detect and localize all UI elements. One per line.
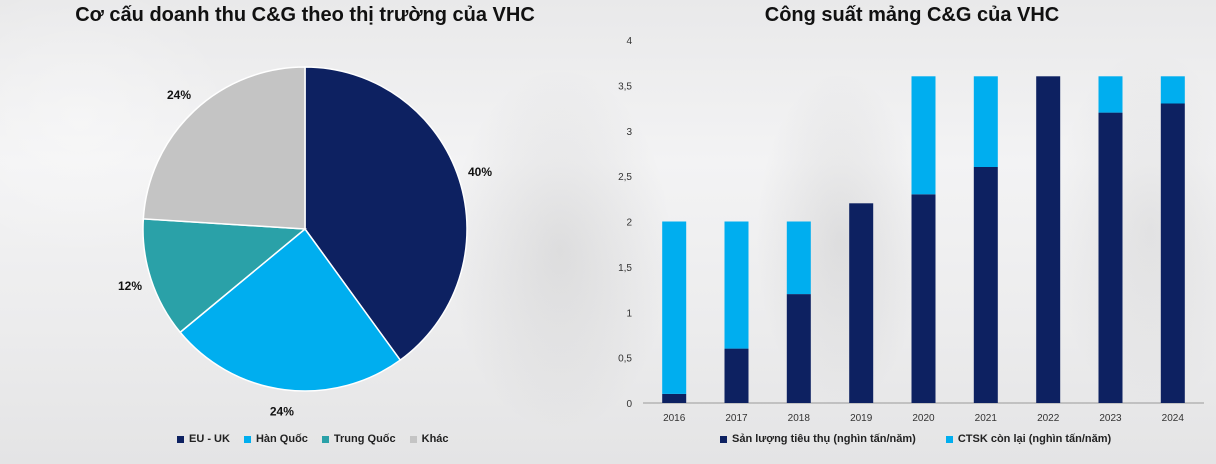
y-tick-label: 2 [626, 218, 632, 229]
pie-legend-item: Khác [409, 433, 449, 445]
y-tick-label: 0,5 [618, 354, 632, 365]
pie-chart: 40% 24% 12% 24% [118, 66, 492, 419]
bar-segment-2021-ctsk [973, 76, 998, 167]
pie-data-label: 40% [468, 165, 492, 179]
legend-label: Khác [421, 433, 449, 445]
legend-swatch [321, 435, 329, 443]
legend-swatch [720, 435, 727, 443]
bar-segment-2023-san-luong [1098, 112, 1123, 403]
x-tick-label: 2020 [912, 413, 935, 424]
pie-legend-item: Hàn Quốc [243, 433, 308, 445]
bar-segment-2018-ctsk [786, 221, 811, 295]
pie-data-label: 24% [167, 88, 191, 102]
x-tick-label: 2023 [1099, 413, 1122, 424]
x-tick-label: 2021 [975, 413, 998, 424]
y-tick-label: 1 [626, 308, 632, 319]
bar-segment-2020-san-luong [911, 194, 936, 403]
x-tick-label: 2019 [850, 413, 873, 424]
y-tick-label: 2,5 [618, 172, 632, 183]
legend-swatch [945, 435, 953, 443]
bar-segment-2018-san-luong [786, 294, 811, 403]
y-tick-label: 4 [626, 36, 632, 47]
bar-chart-title: Công suất mảng C&G của VHC [764, 4, 1060, 26]
y-tick-label: 0 [626, 399, 632, 410]
legend-swatch [177, 435, 184, 443]
y-tick-label: 3,5 [618, 81, 632, 92]
bar-legend: Sản lượng tiêu thụ (nghìn tấn/năm) CTSK c… [720, 433, 1141, 445]
bar-segment-2024-ctsk [1160, 76, 1185, 104]
pie-slice-h-n-qu-c [179, 227, 402, 392]
bar-legend-item: CTSK còn lại (nghìn tấn/năm) [945, 433, 1112, 445]
pie-slice-trung-qu-c [142, 218, 307, 334]
bar-segment-2021-san-luong [973, 167, 998, 403]
pie-legend-item: Trung Quốc [321, 433, 396, 445]
pie-chart-title: Cơ cấu doanh thu C&G theo thị trường của… [75, 4, 535, 26]
x-tick-label: 2024 [1162, 413, 1185, 424]
pie-slice-eu-uk [304, 66, 468, 362]
x-tick-label: 2022 [1037, 413, 1060, 424]
legend-label: CTSK còn lại (nghìn tấn/năm) [957, 433, 1112, 445]
y-tick-label: 3 [626, 127, 632, 138]
pie-data-label: 12% [118, 279, 142, 293]
x-tick-label: 2017 [725, 413, 748, 424]
bar-legend-item: Sản lượng tiêu thụ (nghìn tấn/năm) [720, 433, 916, 445]
legend-label: Hàn Quốc [255, 433, 308, 445]
bar-segment-2024-san-luong [1160, 103, 1185, 403]
bar-segment-2016-ctsk [662, 221, 687, 394]
legend-label: Sản lượng tiêu thụ (nghìn tấn/năm) [732, 433, 916, 445]
bar-segment-2020-ctsk [911, 76, 936, 195]
pie-legend-item: EU - UK [177, 433, 230, 445]
bar-segment-2022-san-luong [1036, 76, 1061, 404]
x-tick-label: 2018 [788, 413, 811, 424]
legend-swatch [243, 435, 251, 443]
bar-segment-2023-ctsk [1098, 76, 1123, 113]
legend-label: Trung Quốc [333, 433, 396, 445]
pie-legend: EU - UK Hàn Quốc Trung Quốc Khác [177, 433, 463, 445]
legend-swatch [409, 435, 417, 443]
legend-label: EU - UK [189, 433, 230, 445]
bar-segment-2017-ctsk [724, 221, 749, 349]
pie-slice-kh-c [142, 66, 306, 230]
bar-segment-2016-san-luong [662, 393, 687, 403]
pie-data-label: 24% [270, 405, 294, 419]
bar-segment-2019-san-luong [849, 203, 874, 403]
bar-segment-2017-san-luong [724, 348, 749, 403]
x-tick-label: 2016 [663, 413, 686, 424]
y-tick-label: 1,5 [618, 263, 632, 274]
stacked-bar-chart: 0 0,5 1 1,5 2 2,5 3 3,5 4 2016 2017 2018 2019 2020 202… [618, 36, 1204, 424]
